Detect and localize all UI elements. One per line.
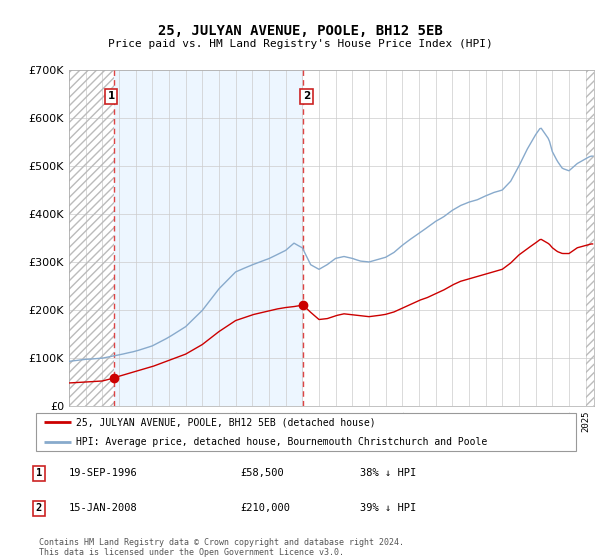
Bar <box>586 70 594 406</box>
Bar <box>69 70 115 406</box>
Text: 39% ↓ HPI: 39% ↓ HPI <box>360 503 416 514</box>
Text: £210,000: £210,000 <box>240 503 290 514</box>
Text: 19-SEP-1996: 19-SEP-1996 <box>69 468 138 478</box>
Text: 15-JAN-2008: 15-JAN-2008 <box>69 503 138 514</box>
Text: Price paid vs. HM Land Registry's House Price Index (HPI): Price paid vs. HM Land Registry's House … <box>107 39 493 49</box>
Text: 25, JULYAN AVENUE, POOLE, BH12 5EB (detached house): 25, JULYAN AVENUE, POOLE, BH12 5EB (deta… <box>77 417 376 427</box>
Text: Contains HM Land Registry data © Crown copyright and database right 2024.
This d: Contains HM Land Registry data © Crown c… <box>39 538 404 557</box>
Text: 25, JULYAN AVENUE, POOLE, BH12 5EB: 25, JULYAN AVENUE, POOLE, BH12 5EB <box>158 24 442 38</box>
Bar <box>115 70 303 406</box>
Text: £58,500: £58,500 <box>240 468 284 478</box>
Bar <box>69 70 115 406</box>
Text: 1: 1 <box>107 91 115 101</box>
Text: 1: 1 <box>36 468 42 478</box>
Text: HPI: Average price, detached house, Bournemouth Christchurch and Poole: HPI: Average price, detached house, Bour… <box>77 437 488 447</box>
Bar <box>586 70 594 406</box>
Text: 38% ↓ HPI: 38% ↓ HPI <box>360 468 416 478</box>
Text: 2: 2 <box>36 503 42 514</box>
Text: 2: 2 <box>303 91 310 101</box>
